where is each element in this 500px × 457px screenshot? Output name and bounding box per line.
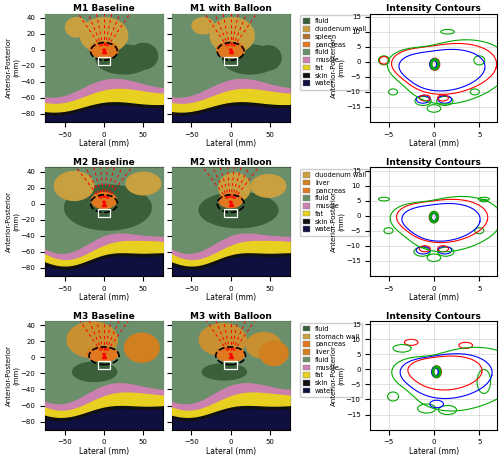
Polygon shape xyxy=(126,172,160,195)
Title: Intensity Contours: Intensity Contours xyxy=(386,312,482,320)
X-axis label: Lateral (mm): Lateral (mm) xyxy=(79,446,129,456)
Polygon shape xyxy=(64,185,152,230)
Polygon shape xyxy=(92,192,116,208)
Polygon shape xyxy=(216,42,245,58)
Y-axis label: Anterior-Posterior
(mm): Anterior-Posterior (mm) xyxy=(331,191,344,252)
Polygon shape xyxy=(216,347,245,361)
Polygon shape xyxy=(129,43,158,69)
Title: M1 with Balloon: M1 with Balloon xyxy=(190,4,272,13)
Polygon shape xyxy=(210,18,254,53)
X-axis label: Lateral (mm): Lateral (mm) xyxy=(409,293,459,302)
Polygon shape xyxy=(219,193,242,207)
Polygon shape xyxy=(90,42,118,58)
Polygon shape xyxy=(199,324,246,356)
Polygon shape xyxy=(66,18,88,37)
Bar xyxy=(98,57,110,65)
Polygon shape xyxy=(86,347,118,361)
Title: M3 with Balloon: M3 with Balloon xyxy=(190,312,272,320)
Title: M2 Baseline: M2 Baseline xyxy=(73,158,135,167)
Title: M2 with Balloon: M2 with Balloon xyxy=(190,158,272,167)
Bar xyxy=(224,57,237,65)
Polygon shape xyxy=(72,362,117,382)
Title: Intensity Contours: Intensity Contours xyxy=(386,4,482,13)
Polygon shape xyxy=(260,341,288,366)
Y-axis label: Anterior-Posterior
(mm): Anterior-Posterior (mm) xyxy=(6,37,19,98)
X-axis label: Lateral (mm): Lateral (mm) xyxy=(206,293,256,302)
Polygon shape xyxy=(246,333,281,358)
Polygon shape xyxy=(219,173,250,202)
X-axis label: Lateral (mm): Lateral (mm) xyxy=(409,446,459,456)
Polygon shape xyxy=(80,18,128,53)
X-axis label: Lateral (mm): Lateral (mm) xyxy=(206,139,256,148)
Polygon shape xyxy=(124,333,159,362)
Polygon shape xyxy=(251,175,286,197)
Polygon shape xyxy=(199,192,278,228)
Bar xyxy=(224,361,237,369)
Legend: fluid, stomach wall, pancreas, liver, fluid, muscle, fat, skin, water: fluid, stomach wall, pancreas, liver, fl… xyxy=(300,323,362,397)
Y-axis label: Anterior-Posterior
(mm): Anterior-Posterior (mm) xyxy=(331,345,344,406)
Title: M3 Baseline: M3 Baseline xyxy=(73,312,135,320)
Polygon shape xyxy=(202,364,246,380)
Legend: duodenum wall, liver, pancreas, fluid, muscle, fat, skin, water: duodenum wall, liver, pancreas, fluid, m… xyxy=(300,169,370,236)
X-axis label: Lateral (mm): Lateral (mm) xyxy=(206,446,256,456)
Y-axis label: Anterior-Posterior
(mm): Anterior-Posterior (mm) xyxy=(6,345,19,406)
Bar xyxy=(98,209,110,217)
Y-axis label: Anterior-Posterior
(mm): Anterior-Posterior (mm) xyxy=(331,37,344,98)
Bar xyxy=(224,209,237,217)
Legend: fluid, duodenum wall, spleen, pancreas, fluid, muscle, fat, skin, water: fluid, duodenum wall, spleen, pancreas, … xyxy=(300,15,370,90)
Polygon shape xyxy=(192,18,214,34)
Polygon shape xyxy=(96,45,152,74)
X-axis label: Lateral (mm): Lateral (mm) xyxy=(79,139,129,148)
Polygon shape xyxy=(67,322,117,357)
Title: Intensity Contours: Intensity Contours xyxy=(386,158,482,167)
Polygon shape xyxy=(256,46,281,70)
X-axis label: Lateral (mm): Lateral (mm) xyxy=(409,139,459,148)
Y-axis label: Anterior-Posterior
(mm): Anterior-Posterior (mm) xyxy=(6,191,19,252)
Polygon shape xyxy=(54,171,94,200)
X-axis label: Lateral (mm): Lateral (mm) xyxy=(79,293,129,302)
Bar xyxy=(98,361,110,369)
Polygon shape xyxy=(223,45,278,74)
Title: M1 Baseline: M1 Baseline xyxy=(73,4,135,13)
